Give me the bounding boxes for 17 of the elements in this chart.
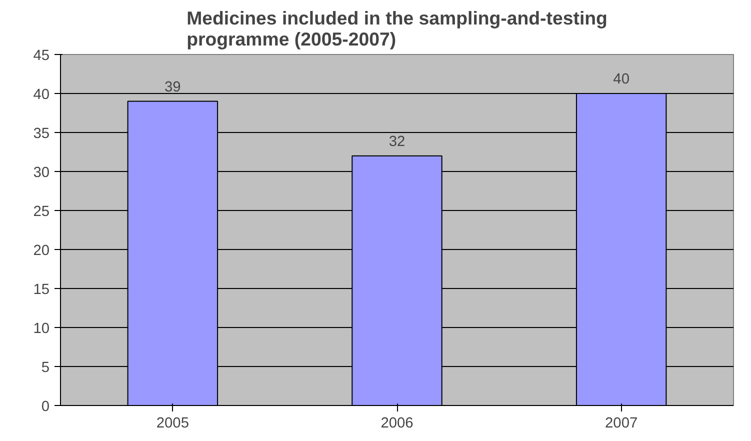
y-tick-label: 0 — [41, 399, 50, 415]
chart-title: Medicines included in the sampling-and-testing programme (2005-2007) — [186, 8, 608, 50]
x-tick-label: 2005 — [156, 416, 189, 432]
y-tick-label: 35 — [33, 126, 50, 142]
data-label: 40 — [613, 72, 630, 88]
data-label: 39 — [164, 79, 181, 96]
y-tick-label: 40 — [33, 87, 50, 103]
y-tick-label: 5 — [41, 360, 50, 376]
y-tick-label: 15 — [33, 282, 50, 298]
y-tick-label: 10 — [33, 321, 50, 337]
y-tick-label: 25 — [33, 204, 50, 220]
y-tick-label: 20 — [33, 243, 50, 259]
x-tick-label: 2006 — [380, 416, 414, 432]
x-tick-label: 2007 — [605, 416, 638, 432]
data-label: 32 — [388, 134, 406, 150]
y-tick-label: 45 — [33, 48, 50, 64]
y-tick-label: 30 — [33, 165, 50, 181]
